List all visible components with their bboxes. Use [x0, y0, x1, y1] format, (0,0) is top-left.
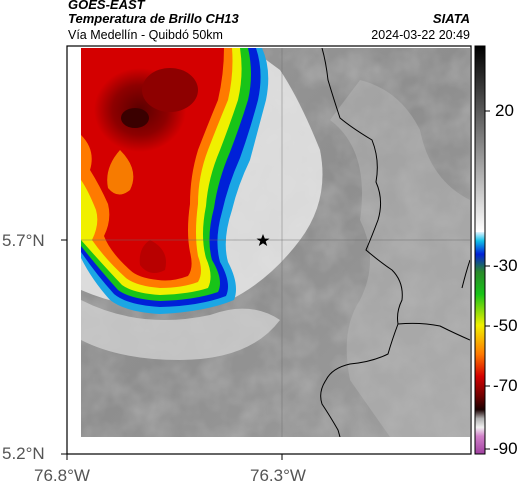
subtitle: Vía Medellín - Quibdó 50km [68, 28, 223, 42]
source-title: GOES-EAST [68, 0, 145, 12]
lon-tick-label: 76.8°W [34, 466, 90, 485]
colorbar-tick-label: -50 [493, 316, 518, 335]
colorbar-tick-label: 20 [495, 101, 514, 120]
colorbar-tick-label: -30 [493, 256, 518, 275]
lon-tick-label: 76.3°W [250, 466, 306, 485]
organization-label: SIATA [432, 11, 470, 26]
colorbar-tick-label: -90 [493, 439, 518, 458]
lat-tick-label: 5.2°N [2, 444, 45, 463]
product-title: Temperatura de Brillo CH13 [68, 11, 239, 26]
star-icon [256, 234, 270, 246]
datetime-label: 2024-03-22 20:49 [371, 28, 470, 42]
lat-tick-label: 5.7°N [2, 231, 45, 250]
colorbar [474, 45, 490, 455]
colorbar-tick-label: -70 [493, 376, 518, 395]
